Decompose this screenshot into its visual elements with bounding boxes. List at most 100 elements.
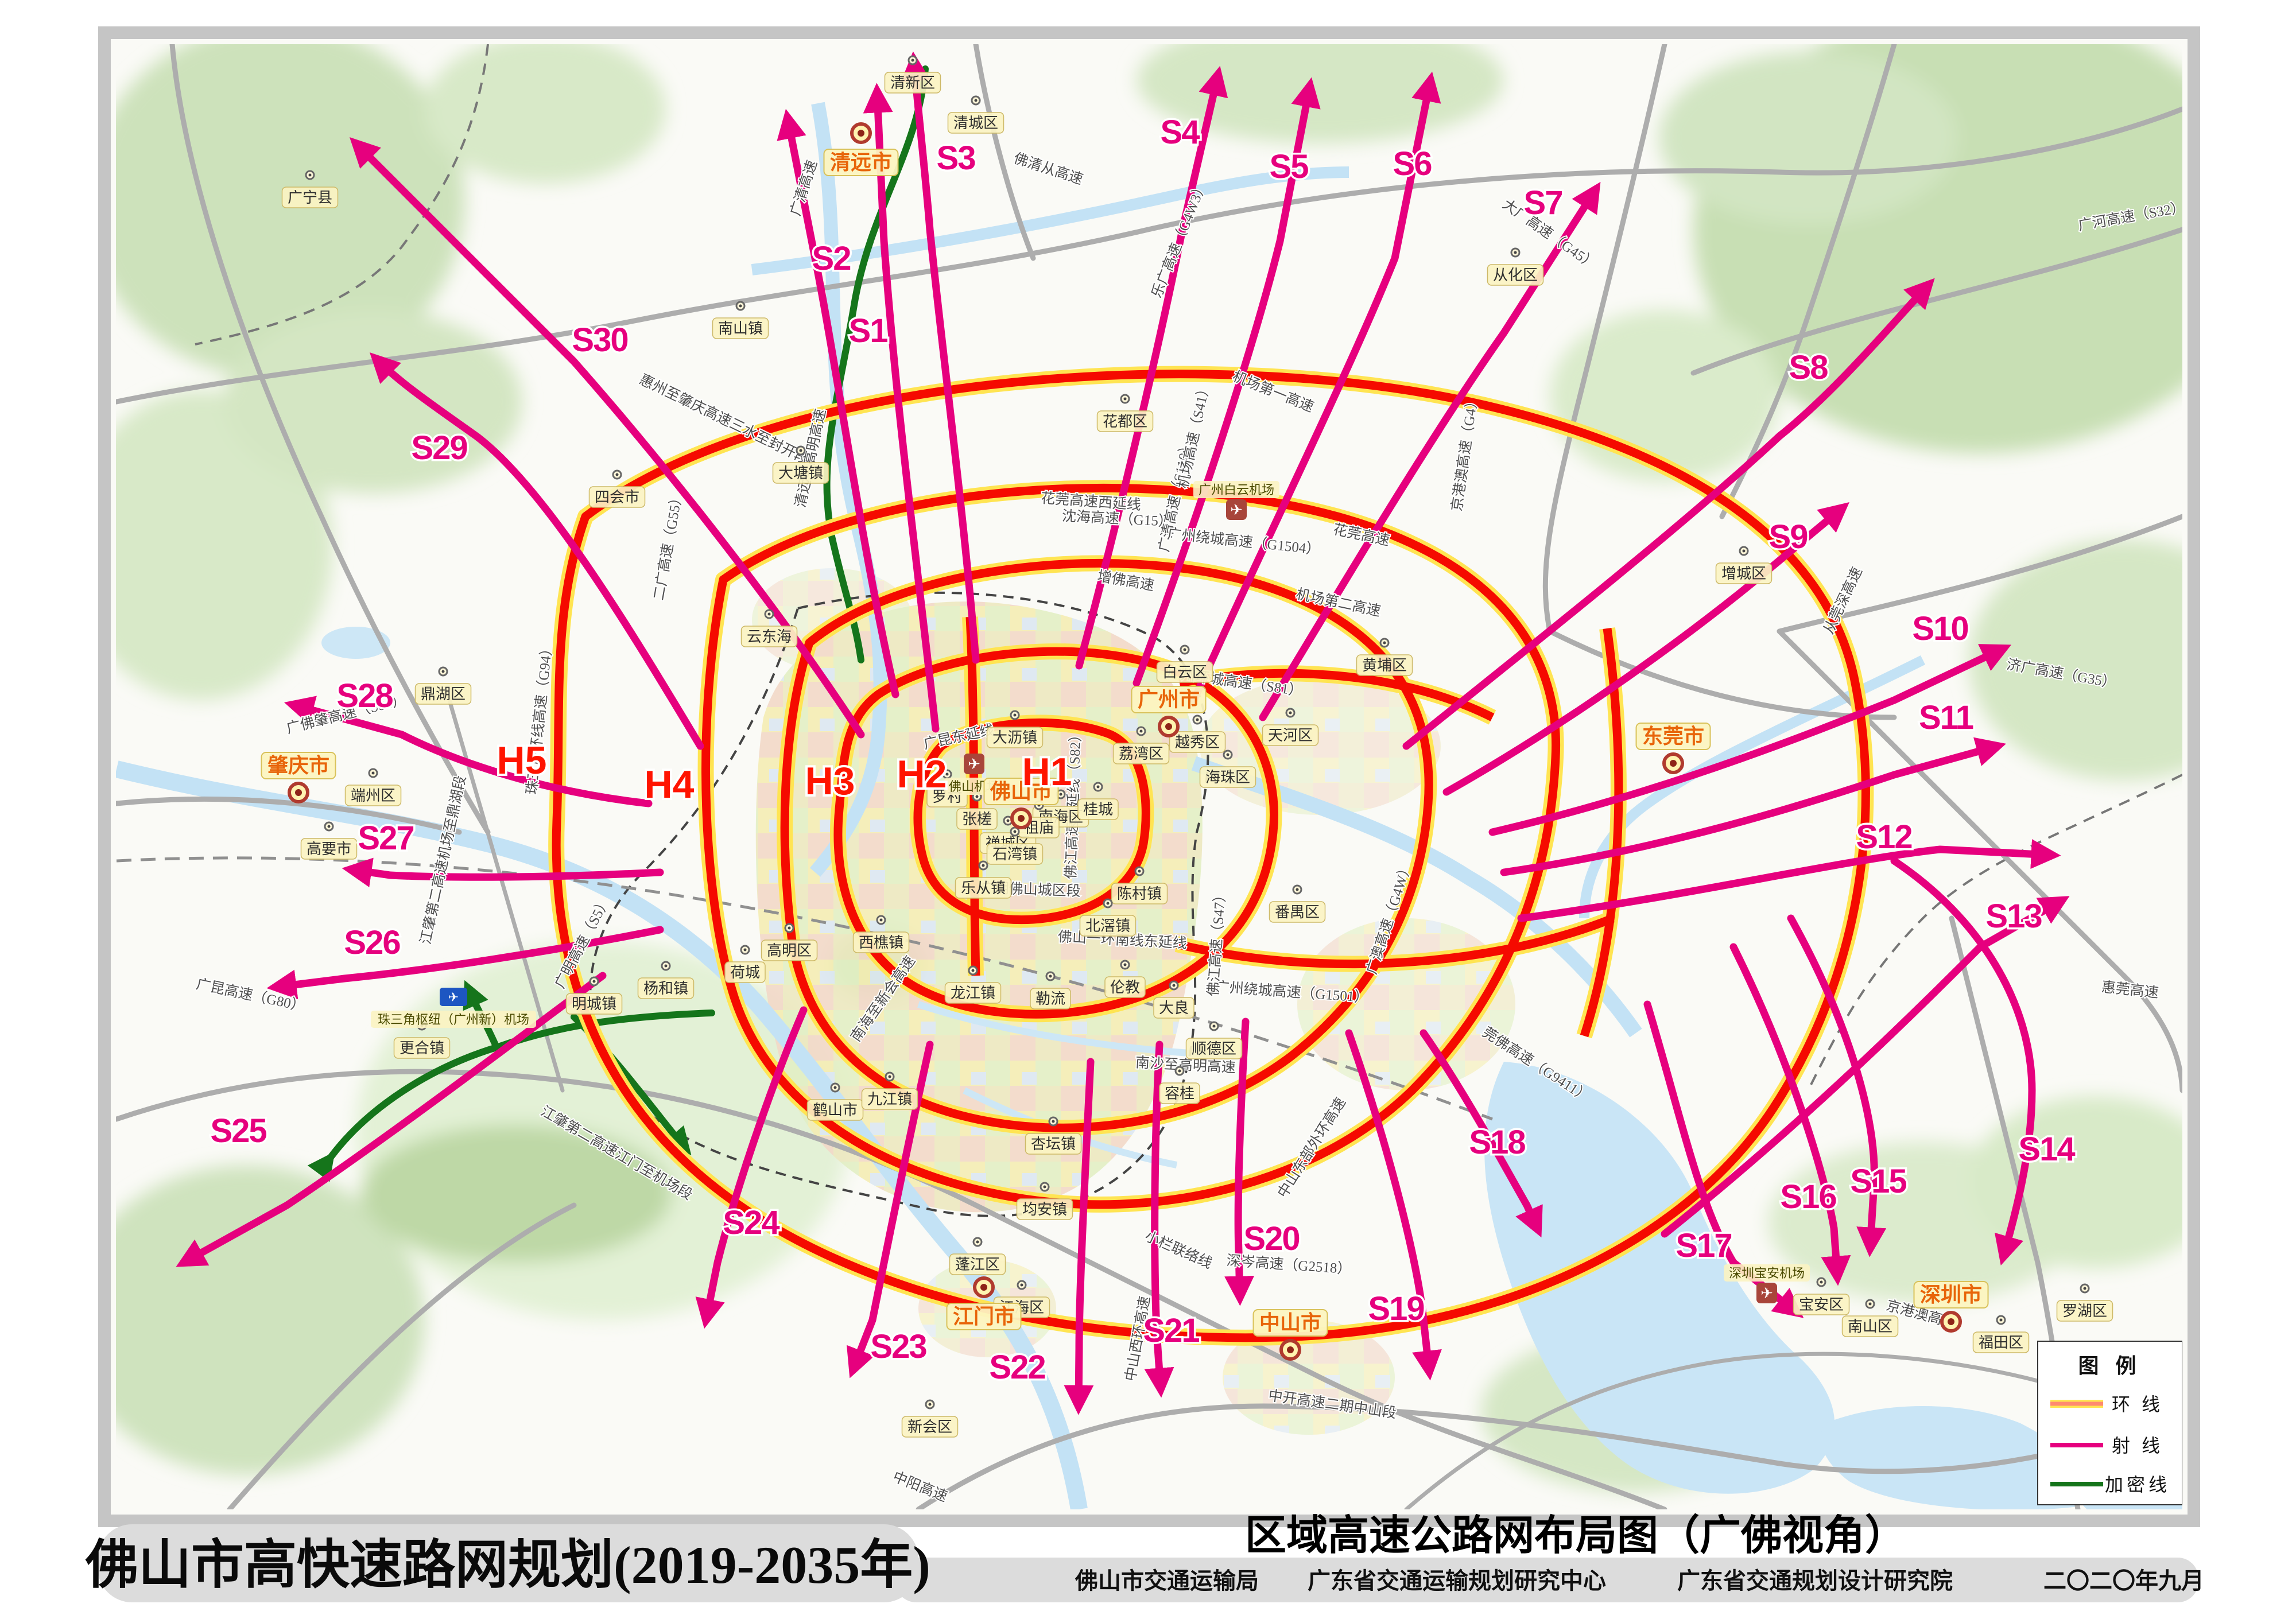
district-name: 清城区 xyxy=(953,114,998,131)
airport-广州白云机场: ✈ 广州白云机场 xyxy=(1193,481,1279,520)
district-name: 蓬江区 xyxy=(955,1256,1000,1273)
district-name: 南山区 xyxy=(1848,1318,1892,1335)
airport-icon xyxy=(964,754,984,774)
city-marker-dot xyxy=(1948,1318,1954,1325)
district-name: 鹤山市 xyxy=(813,1101,858,1119)
district-name: 新会区 xyxy=(907,1418,952,1435)
district-marker-dot xyxy=(1178,1069,1181,1073)
airport-label-bg xyxy=(1193,481,1279,498)
district-marker-dot xyxy=(1383,641,1386,644)
district-label-bg xyxy=(955,877,1012,899)
district-label-蓬江区: 蓬江区 xyxy=(949,1237,1006,1275)
district-name: 从化区 xyxy=(1493,266,1538,284)
district-marker-dot xyxy=(1296,888,1299,891)
radial-label-S7: S7 xyxy=(1524,184,1562,222)
district-name: 花都区 xyxy=(1103,413,1147,430)
district-marker-dot xyxy=(592,980,596,983)
district-label-均安镇: 均安镇 xyxy=(1016,1182,1073,1220)
district-marker-dot xyxy=(982,864,985,867)
radial-lines xyxy=(176,51,2070,1415)
district-marker-dot xyxy=(879,918,883,922)
district-label-bg xyxy=(1169,731,1226,753)
district-marker-dot xyxy=(928,1403,932,1406)
district-label-bg xyxy=(1025,1133,1082,1155)
district-marker-dot xyxy=(1123,397,1127,401)
city-佛山市: 佛山市 xyxy=(983,778,1059,829)
water-layer xyxy=(116,102,2182,1509)
district-marker-dot xyxy=(743,948,747,952)
airport-label-bg xyxy=(1724,1264,1810,1282)
radial-label-S16: S16 xyxy=(1780,1178,1836,1216)
city-label-bg xyxy=(261,752,336,779)
district-label-海珠区: 海珠区 xyxy=(1199,750,1256,788)
district-marker-dot xyxy=(1013,830,1017,833)
city-name: 深圳市 xyxy=(1920,1283,1982,1306)
district-marker-dot xyxy=(1212,1024,1216,1028)
district-name: 杨和镇 xyxy=(643,980,688,997)
district-label-bg xyxy=(1793,1294,1850,1315)
airport-珠三角枢纽（广州新）机场: ✈ 珠三角枢纽（广州新）机场 xyxy=(371,988,536,1028)
district-label-bg xyxy=(949,1253,1006,1275)
district-label-bg xyxy=(740,626,798,647)
district-name: 西樵镇 xyxy=(859,934,903,951)
district-marker-dot xyxy=(1172,984,1176,987)
city-label-bg xyxy=(946,1303,1022,1330)
district-label-bg xyxy=(1153,997,1194,1019)
district-marker-dot xyxy=(308,173,312,177)
district-marker-dot xyxy=(1043,1185,1046,1189)
district-marker-dot xyxy=(767,612,771,616)
district-label-bg xyxy=(861,1088,918,1110)
left-title-banner xyxy=(98,1524,918,1602)
airport-name: 深圳宝安机场 xyxy=(1729,1266,1805,1280)
district-marker-dot xyxy=(1052,1120,1055,1123)
radial-label-S21: S21 xyxy=(1143,1312,1199,1349)
district-label-bg xyxy=(281,187,339,208)
district-label-罗湖区: 罗湖区 xyxy=(2056,1283,2113,1322)
district-label-bg xyxy=(1185,1038,1243,1059)
district-marker-dot xyxy=(1289,711,1292,715)
city-marker-dot xyxy=(1287,1346,1294,1353)
city-label-bg xyxy=(1635,723,1711,750)
legend-title: 图 例 xyxy=(2078,1354,2142,1377)
city-label-bg xyxy=(983,778,1059,805)
district-name: 明城镇 xyxy=(572,995,616,1012)
district-marker-dot xyxy=(1059,793,1062,796)
city-name: 清远市 xyxy=(830,150,892,174)
district-label-layer: 广宁县清新区清城区从化区花都区增城区黄埔区白云区天河区荔湾区越秀区海珠区番禺区南… xyxy=(281,55,2113,1438)
district-name: 石湾镇 xyxy=(992,845,1037,863)
district-label-bg xyxy=(947,112,1004,134)
radial-label-S8: S8 xyxy=(1789,349,1828,386)
credit-date: 二〇二〇年九月 xyxy=(2043,1568,2204,1594)
district-label-bg xyxy=(772,462,829,484)
city-name: 东莞市 xyxy=(1642,724,1704,748)
airplane-icon: ✈ xyxy=(1230,502,1243,518)
credit-gd-transport-planning-center: 广东省交通运输规划研究中心 xyxy=(1308,1568,1606,1594)
city-东莞市: 东莞市 xyxy=(1635,723,1711,774)
radial-label-S11: S11 xyxy=(1919,699,1973,736)
district-label-鼎湖区: 鼎湖区 xyxy=(414,666,472,705)
district-name: 荷城 xyxy=(730,964,760,981)
city-name: 佛山市 xyxy=(990,779,1052,803)
district-marker-dot xyxy=(1106,902,1110,905)
radial-label-S9: S9 xyxy=(1769,518,1808,556)
district-name: 鼎湖区 xyxy=(421,685,466,702)
district-label-鹤山市: 鹤山市 xyxy=(806,1082,864,1121)
district-marker-dot xyxy=(441,670,445,673)
district-label-bg xyxy=(1262,724,1319,746)
district-marker-dot xyxy=(1138,869,1141,873)
airport-label-bg xyxy=(371,1011,536,1028)
district-label-bg xyxy=(852,931,910,953)
district-marker-dot xyxy=(664,964,668,968)
district-marker-dot xyxy=(945,772,949,776)
district-name: 荔湾区 xyxy=(1119,745,1163,762)
city-label-bg xyxy=(1252,1309,1328,1337)
district-label-bg xyxy=(1112,743,1170,764)
district-label-清城区: 清城区 xyxy=(947,95,1004,134)
radial-label-S23: S23 xyxy=(870,1328,926,1365)
district-label-顺德区: 顺德区 xyxy=(1185,1021,1243,1059)
district-name: 更合镇 xyxy=(400,1039,444,1057)
district-marker-dot xyxy=(615,473,619,476)
district-label-bg xyxy=(712,317,769,339)
city-江门市: 江门市 xyxy=(946,1276,1022,1330)
district-name: 增城区 xyxy=(1721,565,1766,582)
